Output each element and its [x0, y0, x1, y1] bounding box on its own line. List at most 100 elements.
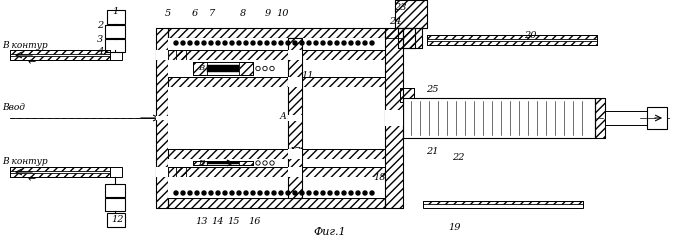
Bar	[288, 77, 302, 87]
Text: 12: 12	[112, 215, 124, 225]
Circle shape	[328, 41, 332, 45]
Bar	[168, 50, 385, 60]
Bar	[395, 0, 427, 28]
Circle shape	[188, 191, 192, 195]
Circle shape	[202, 41, 206, 45]
Text: 16: 16	[248, 217, 261, 227]
Bar	[427, 41, 597, 45]
Bar	[156, 116, 168, 120]
Bar	[168, 87, 385, 149]
Circle shape	[265, 191, 269, 195]
Circle shape	[174, 191, 178, 195]
Circle shape	[244, 191, 248, 195]
Circle shape	[370, 191, 374, 195]
Text: 24: 24	[389, 18, 401, 27]
Text: 13: 13	[195, 217, 208, 227]
Bar	[176, 167, 186, 177]
Text: В контур: В контур	[2, 40, 47, 49]
Text: 5: 5	[165, 9, 171, 19]
Bar	[385, 110, 403, 126]
Text: 3: 3	[97, 34, 103, 43]
Bar	[385, 28, 403, 38]
Circle shape	[335, 191, 339, 195]
Text: 8: 8	[240, 9, 246, 19]
Bar	[156, 28, 168, 208]
Circle shape	[307, 41, 311, 45]
Bar	[398, 28, 422, 48]
Bar	[176, 50, 186, 60]
Circle shape	[202, 191, 206, 195]
Circle shape	[279, 41, 283, 45]
Circle shape	[300, 41, 304, 45]
Bar	[207, 162, 239, 164]
Circle shape	[321, 41, 325, 45]
Bar	[288, 38, 302, 198]
Text: Ввод: Ввод	[2, 103, 25, 113]
Circle shape	[314, 41, 318, 45]
Circle shape	[349, 41, 353, 45]
Bar	[207, 65, 239, 72]
Bar	[193, 161, 207, 165]
Bar	[288, 149, 302, 159]
Bar	[403, 98, 595, 138]
Bar	[168, 28, 385, 38]
Text: Б: Б	[198, 159, 204, 167]
Bar	[168, 167, 385, 177]
Circle shape	[251, 41, 255, 45]
Bar	[193, 62, 207, 75]
Circle shape	[314, 191, 318, 195]
Bar	[647, 107, 667, 129]
Bar	[400, 88, 414, 102]
Circle shape	[349, 191, 353, 195]
Bar	[156, 50, 168, 60]
Bar	[193, 161, 253, 165]
Bar	[107, 213, 125, 227]
Circle shape	[321, 191, 325, 195]
Bar	[10, 167, 110, 177]
Bar	[423, 201, 583, 204]
Circle shape	[258, 191, 262, 195]
Bar	[427, 35, 597, 39]
Bar	[110, 50, 122, 60]
Circle shape	[265, 41, 269, 45]
Bar	[239, 62, 253, 75]
Circle shape	[363, 191, 367, 195]
Circle shape	[335, 41, 339, 45]
Text: ←: ←	[28, 174, 36, 184]
Circle shape	[293, 41, 297, 45]
Bar	[385, 28, 403, 208]
Text: 7: 7	[209, 9, 215, 19]
Text: 17: 17	[289, 147, 302, 156]
Bar	[10, 56, 110, 60]
Circle shape	[209, 41, 213, 45]
Bar	[385, 28, 403, 208]
Bar	[10, 173, 110, 177]
Bar	[403, 28, 415, 48]
Text: 11: 11	[302, 72, 314, 80]
Bar	[605, 111, 655, 125]
Bar	[403, 126, 595, 138]
Bar	[395, 0, 427, 28]
Text: А: А	[280, 112, 286, 121]
Circle shape	[237, 191, 241, 195]
Text: 1: 1	[112, 7, 118, 15]
Circle shape	[342, 41, 346, 45]
Text: 18: 18	[373, 174, 386, 182]
Bar	[10, 167, 110, 171]
Text: В контур: В контур	[2, 158, 47, 167]
Text: 25: 25	[426, 86, 438, 94]
Circle shape	[307, 191, 311, 195]
Circle shape	[370, 41, 374, 45]
Bar	[168, 159, 385, 167]
Text: 10: 10	[276, 9, 289, 19]
Circle shape	[356, 191, 360, 195]
Circle shape	[195, 41, 199, 45]
Bar	[168, 198, 385, 208]
Bar	[10, 50, 110, 60]
Bar	[398, 28, 422, 48]
Bar	[105, 39, 125, 52]
Bar	[10, 50, 110, 54]
Bar	[423, 201, 583, 208]
Circle shape	[223, 191, 227, 195]
Text: Фиг.1: Фиг.1	[313, 227, 346, 237]
